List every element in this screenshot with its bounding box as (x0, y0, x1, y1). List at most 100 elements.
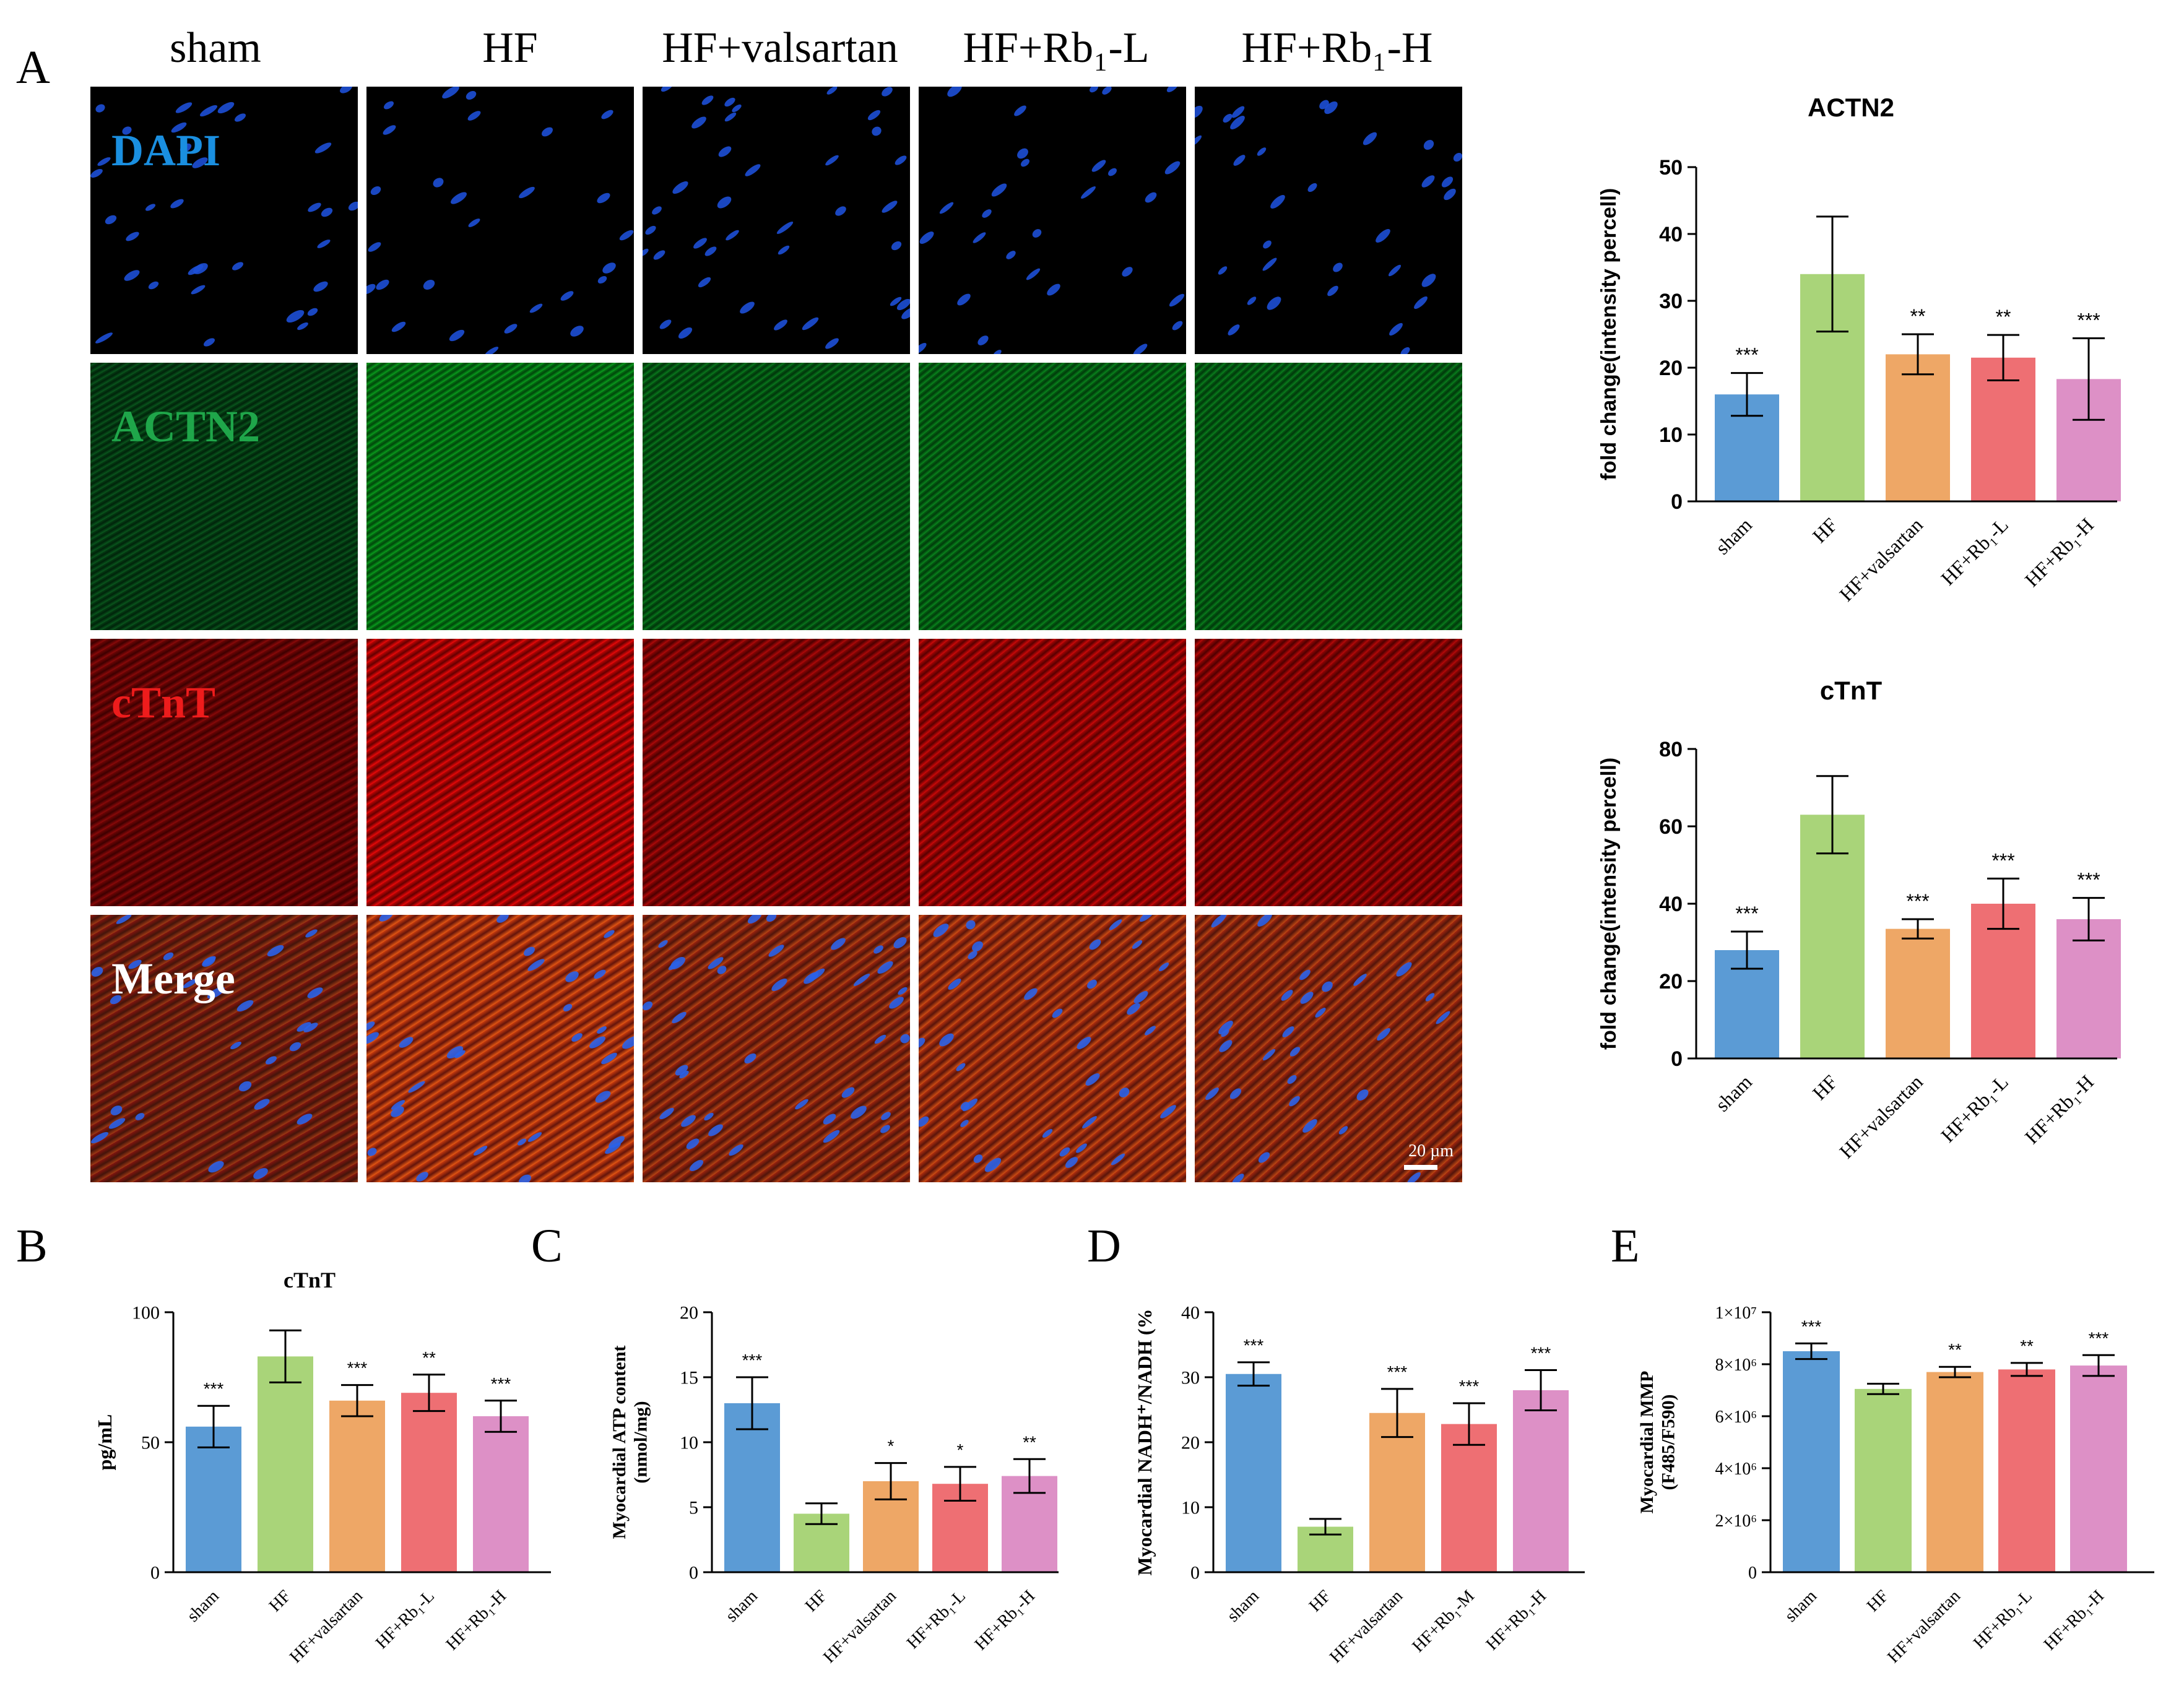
nucleus-mark (890, 296, 902, 306)
y-tick-label: 1×10⁷ (1715, 1304, 1757, 1323)
chart-body: 0 5 10 15 20 Myocardial ATP content(nmol/mg) *… (609, 1303, 1059, 1667)
micrograph-tile (919, 915, 1186, 1182)
nucleus-mark (1363, 132, 1377, 145)
nucleus-mark (701, 95, 714, 105)
nucleus-mark (163, 952, 174, 961)
nucleus-mark (1388, 264, 1402, 277)
nucleus-mark (1287, 1075, 1297, 1084)
category-label: HF+valsartan (820, 1586, 900, 1667)
nucleus-mark (768, 945, 784, 957)
nucleus-mark (307, 308, 318, 316)
nucleus-mark (670, 957, 686, 969)
nucleus-mark (230, 1041, 241, 1050)
nucleus-mark (881, 1112, 891, 1120)
nucleus-mark (232, 262, 244, 270)
nucleus-mark (1300, 992, 1314, 1004)
nucleus-mark (622, 1036, 634, 1049)
bar (1800, 815, 1865, 1058)
nucleus-mark (376, 279, 389, 290)
nucleus-mark (853, 974, 870, 986)
nucleus-mark (1281, 990, 1293, 1001)
y-tick-label: 15 (680, 1368, 698, 1388)
nucleus-mark (1218, 1021, 1233, 1034)
nucleus-mark (689, 1159, 704, 1172)
nucleus-mark (1172, 321, 1183, 331)
y-axis-label-line: Myocardial ATP content (609, 1346, 630, 1539)
nucleus-mark (1315, 1008, 1326, 1018)
nucleus-mark (693, 238, 707, 249)
nucleus-mark (180, 143, 192, 153)
chart-title: ACTN2 (1808, 93, 1894, 122)
significance-label: *** (1991, 849, 2014, 872)
nucleus-mark (565, 971, 579, 982)
nucleus-mark (717, 196, 732, 209)
y-tick-label: 60 (1659, 815, 1683, 839)
category-label: sham (183, 1586, 223, 1626)
nucleus-mark (873, 945, 883, 954)
micrograph-tile: 20 µm (1195, 915, 1462, 1182)
nucleus-mark (691, 116, 706, 129)
nucleus-mark (874, 1034, 886, 1044)
y-axis-label: Myocardial NADH⁺/NADH (% (1133, 1309, 1156, 1575)
nucleus-mark (317, 240, 331, 248)
nucleus-mark (321, 207, 333, 217)
nucleus-mark (744, 1053, 756, 1064)
bar (2056, 919, 2121, 1058)
nucleus-mark (597, 193, 610, 204)
column-header-hf: HF (482, 24, 538, 72)
nucleus-mark (1109, 919, 1122, 930)
nucleus-mark (286, 309, 305, 323)
nucleus-mark (919, 1116, 929, 1127)
nucleus-mark (1195, 105, 1203, 119)
bar (186, 1426, 241, 1572)
nucleus-mark (1223, 113, 1233, 123)
category-label: HF+Rb₁-H (971, 1586, 1039, 1654)
category-label: HF+Rb₁-H (2021, 513, 2098, 591)
nucleus-mark (570, 326, 584, 337)
nucleus-mark (90, 169, 103, 178)
nucleus-mark (1059, 1147, 1070, 1157)
nucleus-mark (766, 915, 777, 922)
stain-label-dapi: DAPI (111, 126, 220, 175)
nucleus-mark (529, 303, 543, 313)
nucleus-mark (747, 915, 762, 924)
nucleus-mark (297, 322, 308, 331)
category-label: HF+valsartan (1326, 1586, 1406, 1667)
y-tick-label: 20 (1181, 1433, 1200, 1453)
y-tick-label: 6×10⁶ (1715, 1408, 1757, 1427)
nucleus-mark (708, 957, 724, 969)
nucleus-mark (383, 125, 396, 135)
y-tick-label: 10 (1181, 1498, 1200, 1518)
significance-label: *** (742, 1351, 763, 1370)
significance-label: ** (1023, 1432, 1036, 1452)
nucleus-mark (433, 178, 444, 188)
bar (1886, 928, 1950, 1058)
nucleus-mark (602, 262, 616, 274)
nucleus-mark (504, 324, 518, 334)
nucleus-mark (704, 1112, 714, 1121)
nucleus-mark (208, 1161, 224, 1173)
nucleus-mark (1258, 1152, 1270, 1163)
nucleus-mark (704, 246, 717, 256)
nucleus-mark (919, 231, 934, 244)
nucleus-mark (973, 1154, 983, 1163)
nucleus-mark (1076, 1143, 1087, 1153)
nucleus-mark (659, 1107, 674, 1120)
micrograph-tile (643, 915, 910, 1182)
nucleus-mark (91, 967, 103, 977)
category-label: HF+Rb₁-L (1936, 1070, 2013, 1146)
bar (1369, 1413, 1425, 1572)
panel-label-b: B (16, 1220, 48, 1272)
nucleus-mark (724, 97, 735, 107)
bar (473, 1416, 529, 1572)
y-tick-label: 10 (1659, 423, 1683, 447)
y-tick-label: 20 (1659, 357, 1683, 380)
nucleus-mark (1414, 296, 1428, 309)
bar (1886, 354, 1950, 501)
nucleus-mark (993, 350, 1002, 354)
nucleus-mark (1324, 101, 1338, 115)
nucleus-mark (1353, 974, 1367, 986)
nucleus-mark (977, 335, 989, 345)
category-label: HF+valsartan (286, 1586, 366, 1667)
nucleus-mark (183, 979, 197, 989)
